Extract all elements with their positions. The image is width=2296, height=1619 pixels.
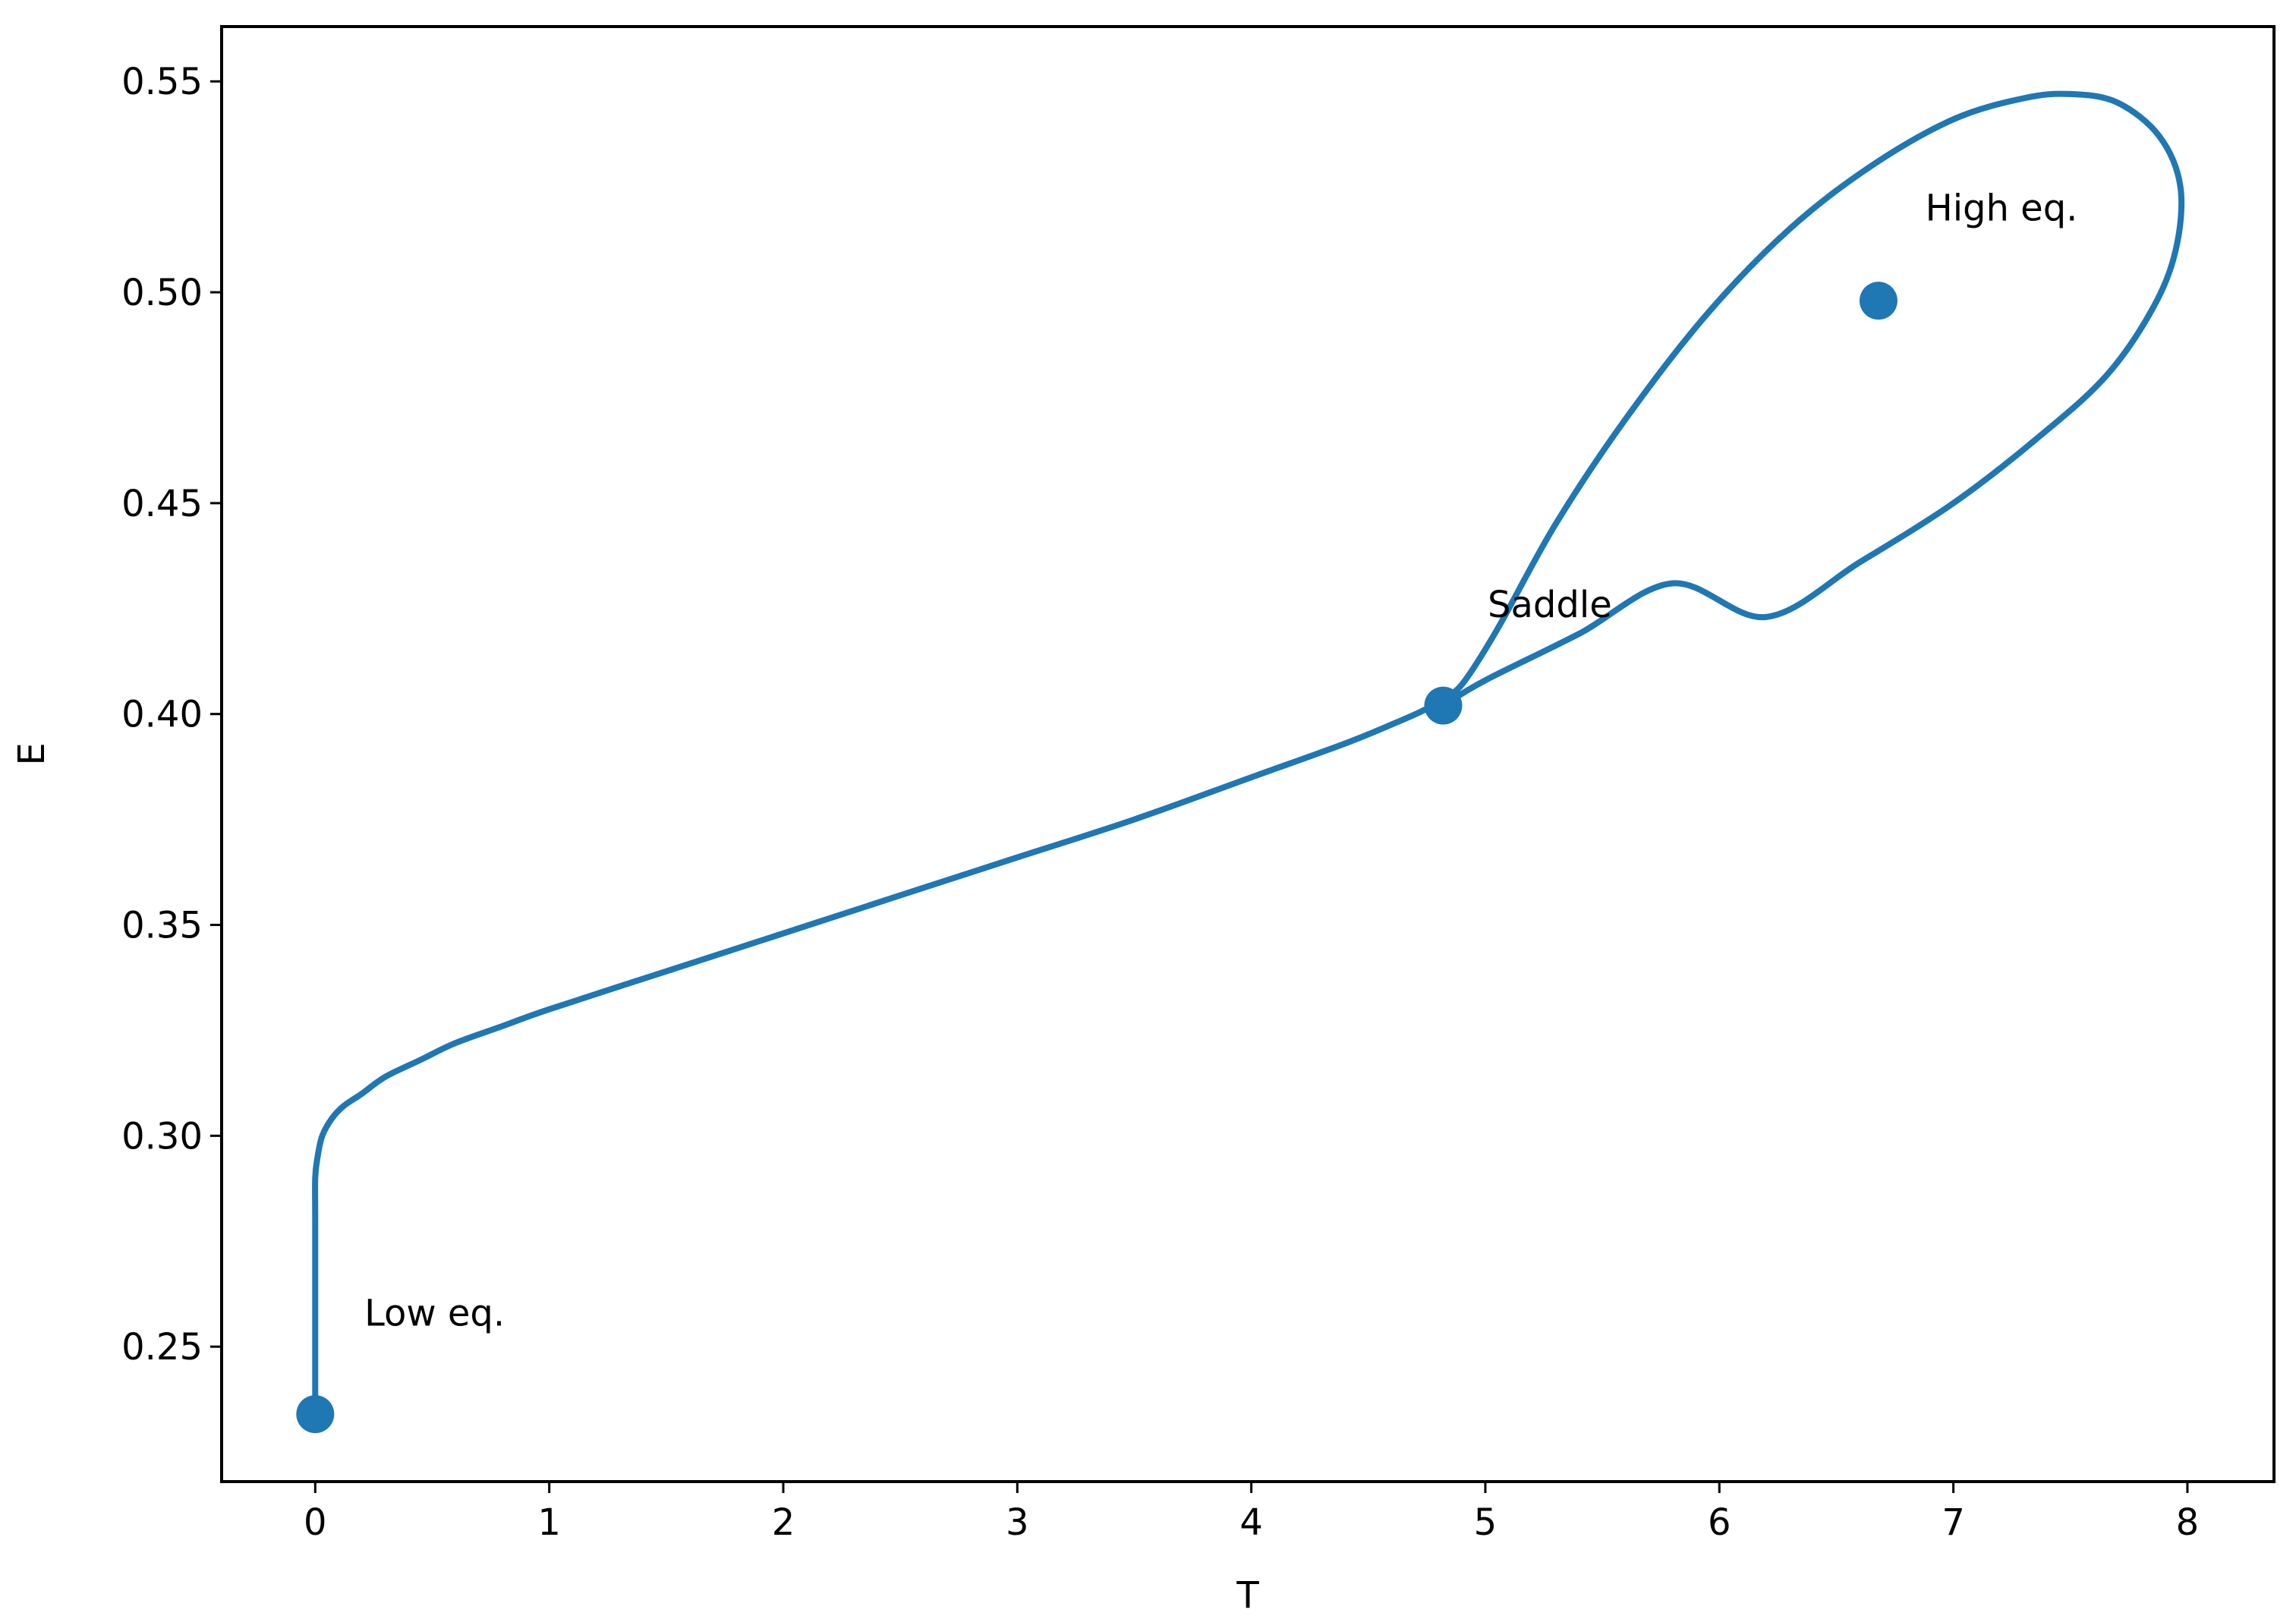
x-axis: 0 1 2 3 4 5 6 7 8: [304, 1482, 2199, 1544]
x-tick-label: 2: [772, 1501, 795, 1544]
x-axis-label: T: [1236, 1574, 1259, 1617]
y-tick-label: 0.55: [121, 61, 203, 103]
x-tick-label: 3: [1006, 1501, 1029, 1544]
x-tick-label: 7: [1942, 1501, 1965, 1544]
annotation-label: Saddle: [1488, 584, 1612, 626]
x-tick-label: 0: [304, 1501, 327, 1544]
y-tick-label: 0.30: [121, 1115, 203, 1158]
annotation-label: High eq.: [1926, 187, 2078, 230]
x-tick-label: 6: [1708, 1501, 1731, 1544]
low-eq-point: [296, 1395, 335, 1434]
y-tick-label: 0.45: [121, 483, 203, 525]
x-tick-label: 4: [1239, 1501, 1263, 1544]
high-eq-point: [1859, 282, 1898, 320]
annotation-label: Low eq.: [364, 1292, 505, 1334]
y-axis-label: E: [11, 742, 53, 765]
y-tick-label: 0.50: [121, 272, 203, 314]
x-tick-label: 1: [537, 1501, 561, 1544]
axes-frame: [220, 25, 2276, 1483]
trajectory-line: [312, 90, 2185, 1418]
y-tick-label: 0.25: [121, 1326, 203, 1369]
y-axis: 0.25 0.30 0.35 0.40 0.45 0.50 0.55: [121, 61, 222, 1369]
plot-area: Low eq. Saddle High eq.: [296, 90, 2185, 1434]
y-tick-label: 0.40: [121, 694, 203, 736]
saddle-point: [1424, 686, 1463, 725]
y-tick-label: 0.35: [121, 905, 203, 947]
x-tick-label: 5: [1474, 1501, 1498, 1544]
x-tick-label: 8: [2176, 1501, 2200, 1544]
